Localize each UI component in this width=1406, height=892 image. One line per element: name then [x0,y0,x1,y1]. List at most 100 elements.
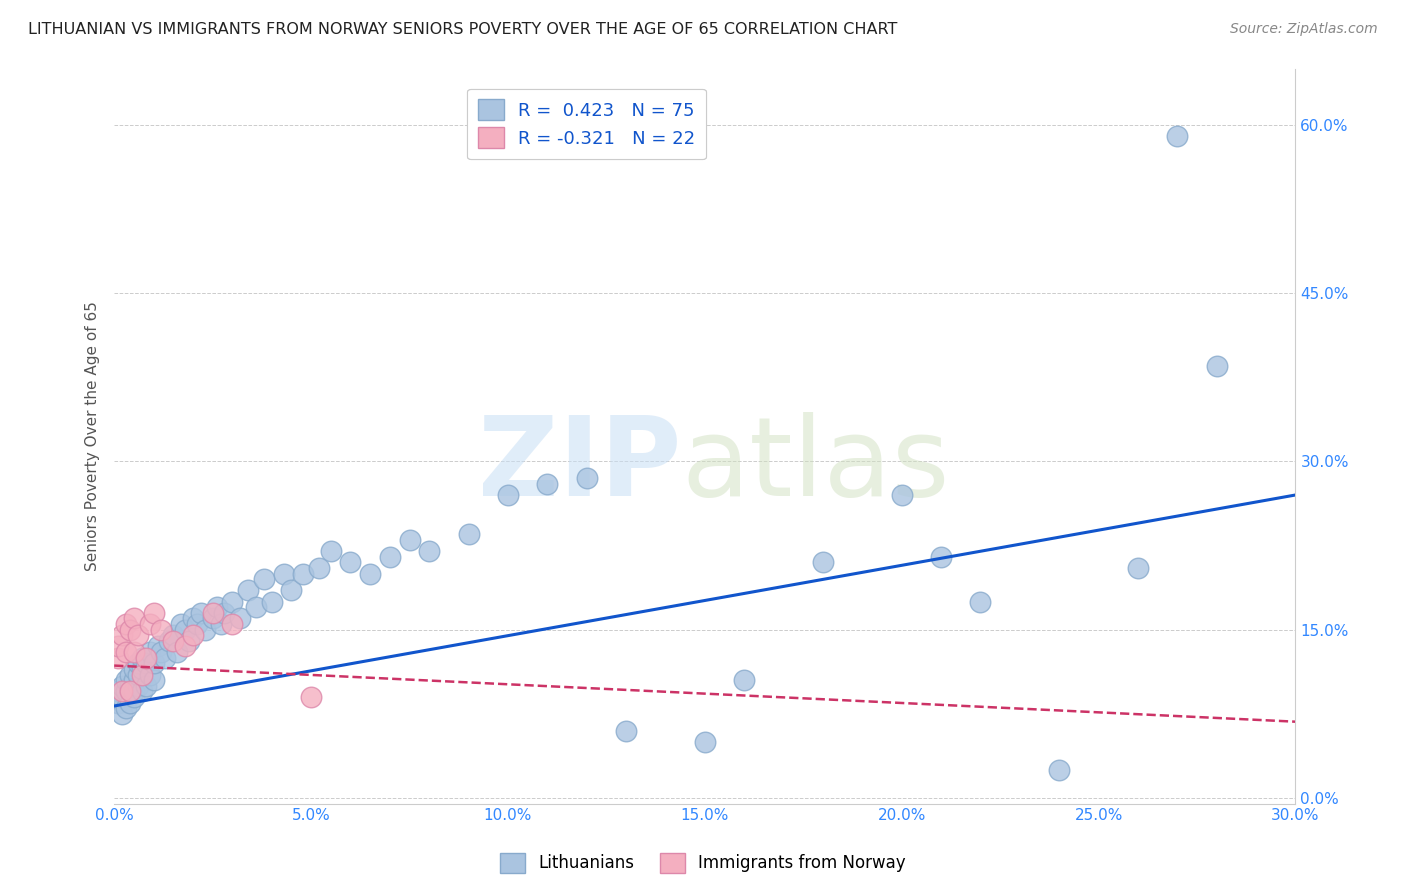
Point [457,527,479,541]
Point [162,628,184,642]
Point [107,684,129,698]
Point [398,533,420,547]
Point [181,628,204,642]
Point [190,606,212,620]
Point [127,667,149,681]
Point [118,684,141,698]
Point [131,662,153,676]
Point [378,549,401,564]
Point [177,633,200,648]
Point [811,555,834,569]
Point [536,476,558,491]
Point [107,650,129,665]
Point [1047,763,1070,777]
Point [201,606,224,620]
Point [107,696,129,710]
Point [155,650,177,665]
Point [1166,128,1188,143]
Point [115,673,138,688]
Point [170,617,193,632]
Point [205,600,228,615]
Point [186,617,208,632]
Point [150,645,173,659]
Point [209,617,232,632]
Point [929,549,952,564]
Point [122,690,145,704]
Point [127,628,149,642]
Point [299,690,322,704]
Point [969,594,991,608]
Text: atlas: atlas [681,412,949,519]
Point [122,673,145,688]
Point [273,566,295,581]
Point [142,657,165,671]
Point [142,673,165,688]
Point [229,611,252,625]
Point [142,606,165,620]
Point [157,633,180,648]
Point [115,701,138,715]
Point [496,488,519,502]
Point [221,617,243,632]
Point [122,684,145,698]
Point [111,679,134,693]
Point [115,684,138,698]
Point [111,684,134,698]
Point [111,628,134,642]
Point [131,684,153,698]
Point [174,623,197,637]
Point [890,488,912,502]
Point [135,650,157,665]
Point [280,583,302,598]
Point [107,640,129,654]
Point [418,544,440,558]
Point [260,594,283,608]
Point [127,679,149,693]
Point [138,667,160,681]
Point [138,617,160,632]
Point [339,555,361,569]
Point [166,645,188,659]
Point [150,623,173,637]
Point [122,645,145,659]
Point [201,611,224,625]
Point [111,690,134,704]
Point [118,667,141,681]
Y-axis label: Seniors Poverty Over the Age of 65: Seniors Poverty Over the Age of 65 [86,301,100,571]
Point [118,623,141,637]
Point [138,645,160,659]
Point [135,657,157,671]
Point [614,723,637,738]
Point [245,600,267,615]
Text: Source: ZipAtlas.com: Source: ZipAtlas.com [1230,22,1378,37]
Point [1126,561,1149,575]
Point [253,572,276,586]
Point [118,696,141,710]
Point [115,617,138,632]
Point [115,645,138,659]
Point [131,650,153,665]
Point [308,561,330,575]
Text: ZIP: ZIP [478,412,681,519]
Legend: Lithuanians, Immigrants from Norway: Lithuanians, Immigrants from Norway [494,847,912,880]
Point [693,735,716,749]
Point [111,706,134,721]
Point [122,611,145,625]
Point [135,679,157,693]
Legend: R =  0.423   N = 75, R = -0.321   N = 22: R = 0.423 N = 75, R = -0.321 N = 22 [467,88,706,159]
Point [214,606,236,620]
Point [292,566,315,581]
Text: LITHUANIAN VS IMMIGRANTS FROM NORWAY SENIORS POVERTY OVER THE AGE OF 65 CORRELAT: LITHUANIAN VS IMMIGRANTS FROM NORWAY SEN… [28,22,897,37]
Point [319,544,342,558]
Point [575,471,598,485]
Point [118,679,141,693]
Point [146,640,169,654]
Point [181,611,204,625]
Point [162,633,184,648]
Point [236,583,259,598]
Point [359,566,381,581]
Point [733,673,755,688]
Point [122,662,145,676]
Point [174,640,197,654]
Point [127,657,149,671]
